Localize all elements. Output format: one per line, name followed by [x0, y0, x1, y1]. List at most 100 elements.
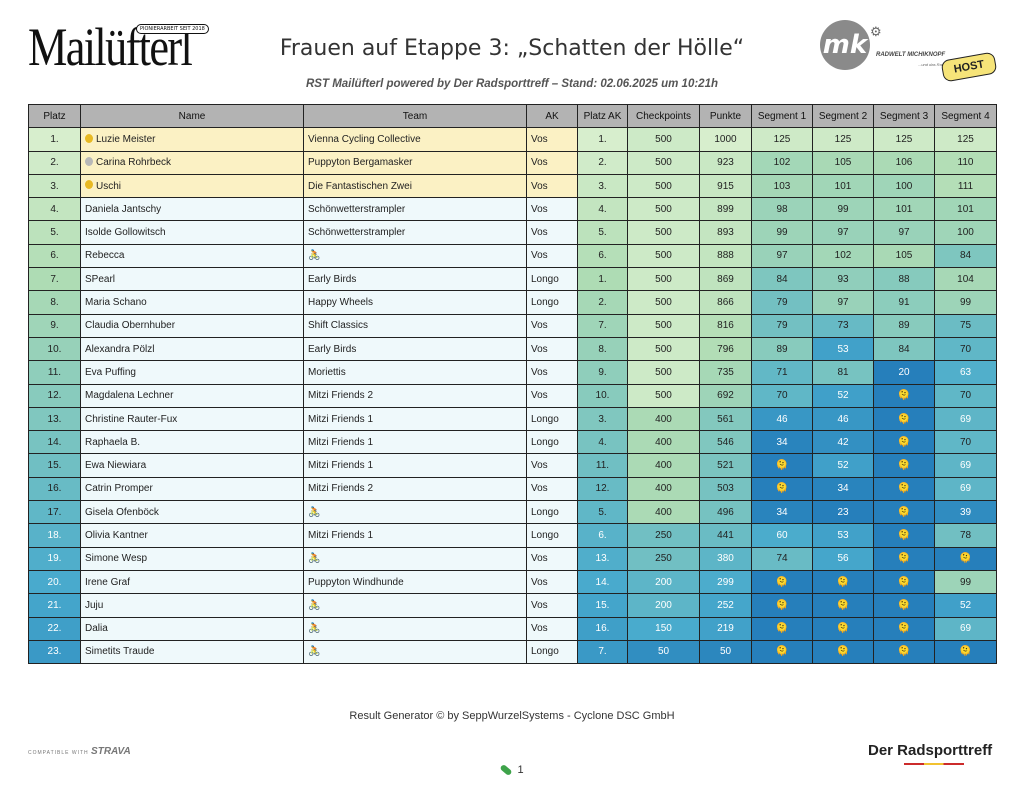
column-header: Segment 2 — [812, 103, 874, 129]
cell-s4: 70 — [934, 430, 997, 455]
cell-s4: 111 — [934, 173, 997, 199]
cell-s4: 69 — [934, 616, 997, 641]
cell-team: 🚴 — [303, 639, 527, 665]
cell-s2: 93 — [812, 267, 874, 292]
cell-platz-ak: 1. — [577, 127, 628, 152]
cell-s3: 106 — [873, 150, 935, 175]
cell-s2: 42 — [812, 430, 874, 455]
cell-s2: 52 — [812, 453, 874, 478]
participant-name: Uschi — [96, 180, 122, 192]
cell-punkte: 503 — [699, 476, 752, 502]
host-badge: HOST — [940, 51, 998, 83]
page-number: 1 — [0, 763, 1024, 777]
gold-medal-icon — [85, 180, 93, 190]
cell-name: Uschi — [80, 173, 304, 199]
cell-cp: 400 — [627, 406, 700, 432]
column-header: Checkpoints — [627, 103, 700, 129]
cell-name: Catrin Promper — [80, 476, 304, 502]
cell-s3: 84 — [873, 336, 935, 362]
cell-s1: 74 — [751, 546, 813, 571]
cell-ak: Longo — [526, 406, 578, 432]
column-header: Segment 3 — [873, 103, 935, 129]
cell-platz: 8. — [28, 290, 81, 315]
generator-credit: Result Generator © by SeppWurzelSystems … — [349, 710, 675, 722]
cell-platz: 23. — [28, 639, 81, 665]
cell-name: Magdalena Lechner — [80, 383, 304, 408]
cell-ak: Vos — [526, 220, 578, 245]
cell-s2: 56 — [812, 546, 874, 571]
cell-ak: Vos — [526, 616, 578, 641]
cell-s4: 69 — [934, 476, 997, 502]
cell-s2: 99 — [812, 197, 874, 222]
cell-s1: 60 — [751, 523, 813, 548]
cell-ak: Vos — [526, 546, 578, 571]
cell-platz: 4. — [28, 197, 81, 222]
cell-ak: Vos — [526, 127, 578, 152]
cell-name: Simone Wesp — [80, 546, 304, 571]
cell-cp: 150 — [627, 616, 700, 641]
cell-platz: 13. — [28, 406, 81, 432]
cell-s2: 73 — [812, 313, 874, 338]
table-row: 2. Carina Rohrbeck Puppyton Bergamasker Vos… — [28, 150, 997, 175]
radsporttreff-logo: Der Radsporttreff — [868, 742, 993, 759]
cell-ak: Longo — [526, 430, 578, 455]
cell-platz: 22. — [28, 616, 81, 641]
cell-s3: 101 — [873, 197, 935, 222]
cell-ak: Vos — [526, 336, 578, 362]
cell-ak: Vos — [526, 173, 578, 199]
cell-s4: 70 — [934, 383, 997, 408]
cell-platz-ak: 13. — [577, 546, 628, 571]
cell-s2: 97 — [812, 290, 874, 315]
cell-platz: 14. — [28, 430, 81, 455]
pill-icon — [499, 763, 513, 777]
table-row: 22. Dalia 🚴 Vos 16. 150 219 🫠 🫠 🫠 69 — [28, 616, 997, 641]
cell-platz: 15. — [28, 453, 81, 478]
cell-team: 🚴 — [303, 500, 527, 525]
cell-ak: Vos — [526, 197, 578, 222]
cell-punkte: 252 — [699, 593, 752, 618]
participant-name: Luzie Meister — [96, 133, 156, 145]
table-row: 15. Ewa Niewiara Mitzi Friends 1 Vos 11. 400 5… — [28, 453, 997, 478]
cell-platz: 19. — [28, 546, 81, 571]
cell-cp: 500 — [627, 360, 700, 385]
cell-cp: 500 — [627, 197, 700, 222]
cell-punkte: 521 — [699, 453, 752, 478]
cell-cp: 500 — [627, 173, 700, 199]
participant-name: Carina Rohrbeck — [96, 157, 172, 169]
cell-platz-ak: 6. — [577, 243, 628, 269]
cell-punkte: 692 — [699, 383, 752, 408]
logo-badge: PIONIERARBEIT SEIT 2018 — [136, 24, 209, 34]
table-row: 3. Uschi Die Fantastischen Zwei Vos 3. 500 915… — [28, 173, 997, 199]
cell-s4: 75 — [934, 313, 997, 338]
cell-punkte: 546 — [699, 430, 752, 455]
cell-s2: 53 — [812, 523, 874, 548]
strava-brand: STRAVA — [91, 746, 131, 757]
cell-s4: 🫠 — [934, 639, 997, 665]
cell-platz: 10. — [28, 336, 81, 362]
cell-punkte: 869 — [699, 267, 752, 292]
cell-platz: 9. — [28, 313, 81, 338]
cell-cp: 500 — [627, 150, 700, 175]
cell-s3: 🫠 — [873, 523, 935, 548]
cell-s1: 🫠 — [751, 639, 813, 665]
table-row: 18. Olivia Kantner Mitzi Friends 1 Longo 6. 2… — [28, 523, 997, 548]
cell-s1: 99 — [751, 220, 813, 245]
cell-team: Mitzi Friends 2 — [303, 383, 527, 408]
cell-s4: 70 — [934, 336, 997, 362]
cell-punkte: 441 — [699, 523, 752, 548]
table-row: 4. Daniela Jantschy Schönwetterstrampler Vo… — [28, 197, 997, 222]
cell-platz-ak: 14. — [577, 569, 628, 595]
column-header: Name — [80, 103, 304, 129]
cell-platz-ak: 16. — [577, 616, 628, 641]
cell-team: Puppyton Bergamasker — [303, 150, 527, 175]
cell-team: Early Birds — [303, 267, 527, 292]
cell-name: Maria Schano — [80, 290, 304, 315]
cell-platz: 20. — [28, 569, 81, 595]
column-header: Platz — [28, 103, 81, 129]
cell-punkte: 50 — [699, 639, 752, 665]
cell-platz-ak: 2. — [577, 290, 628, 315]
cell-s4: 69 — [934, 406, 997, 432]
cell-punkte: 893 — [699, 220, 752, 245]
table-row: 8. Maria Schano Happy Wheels Longo 2. 500 866 7… — [28, 290, 997, 315]
cell-s2: 🫠 — [812, 616, 874, 641]
